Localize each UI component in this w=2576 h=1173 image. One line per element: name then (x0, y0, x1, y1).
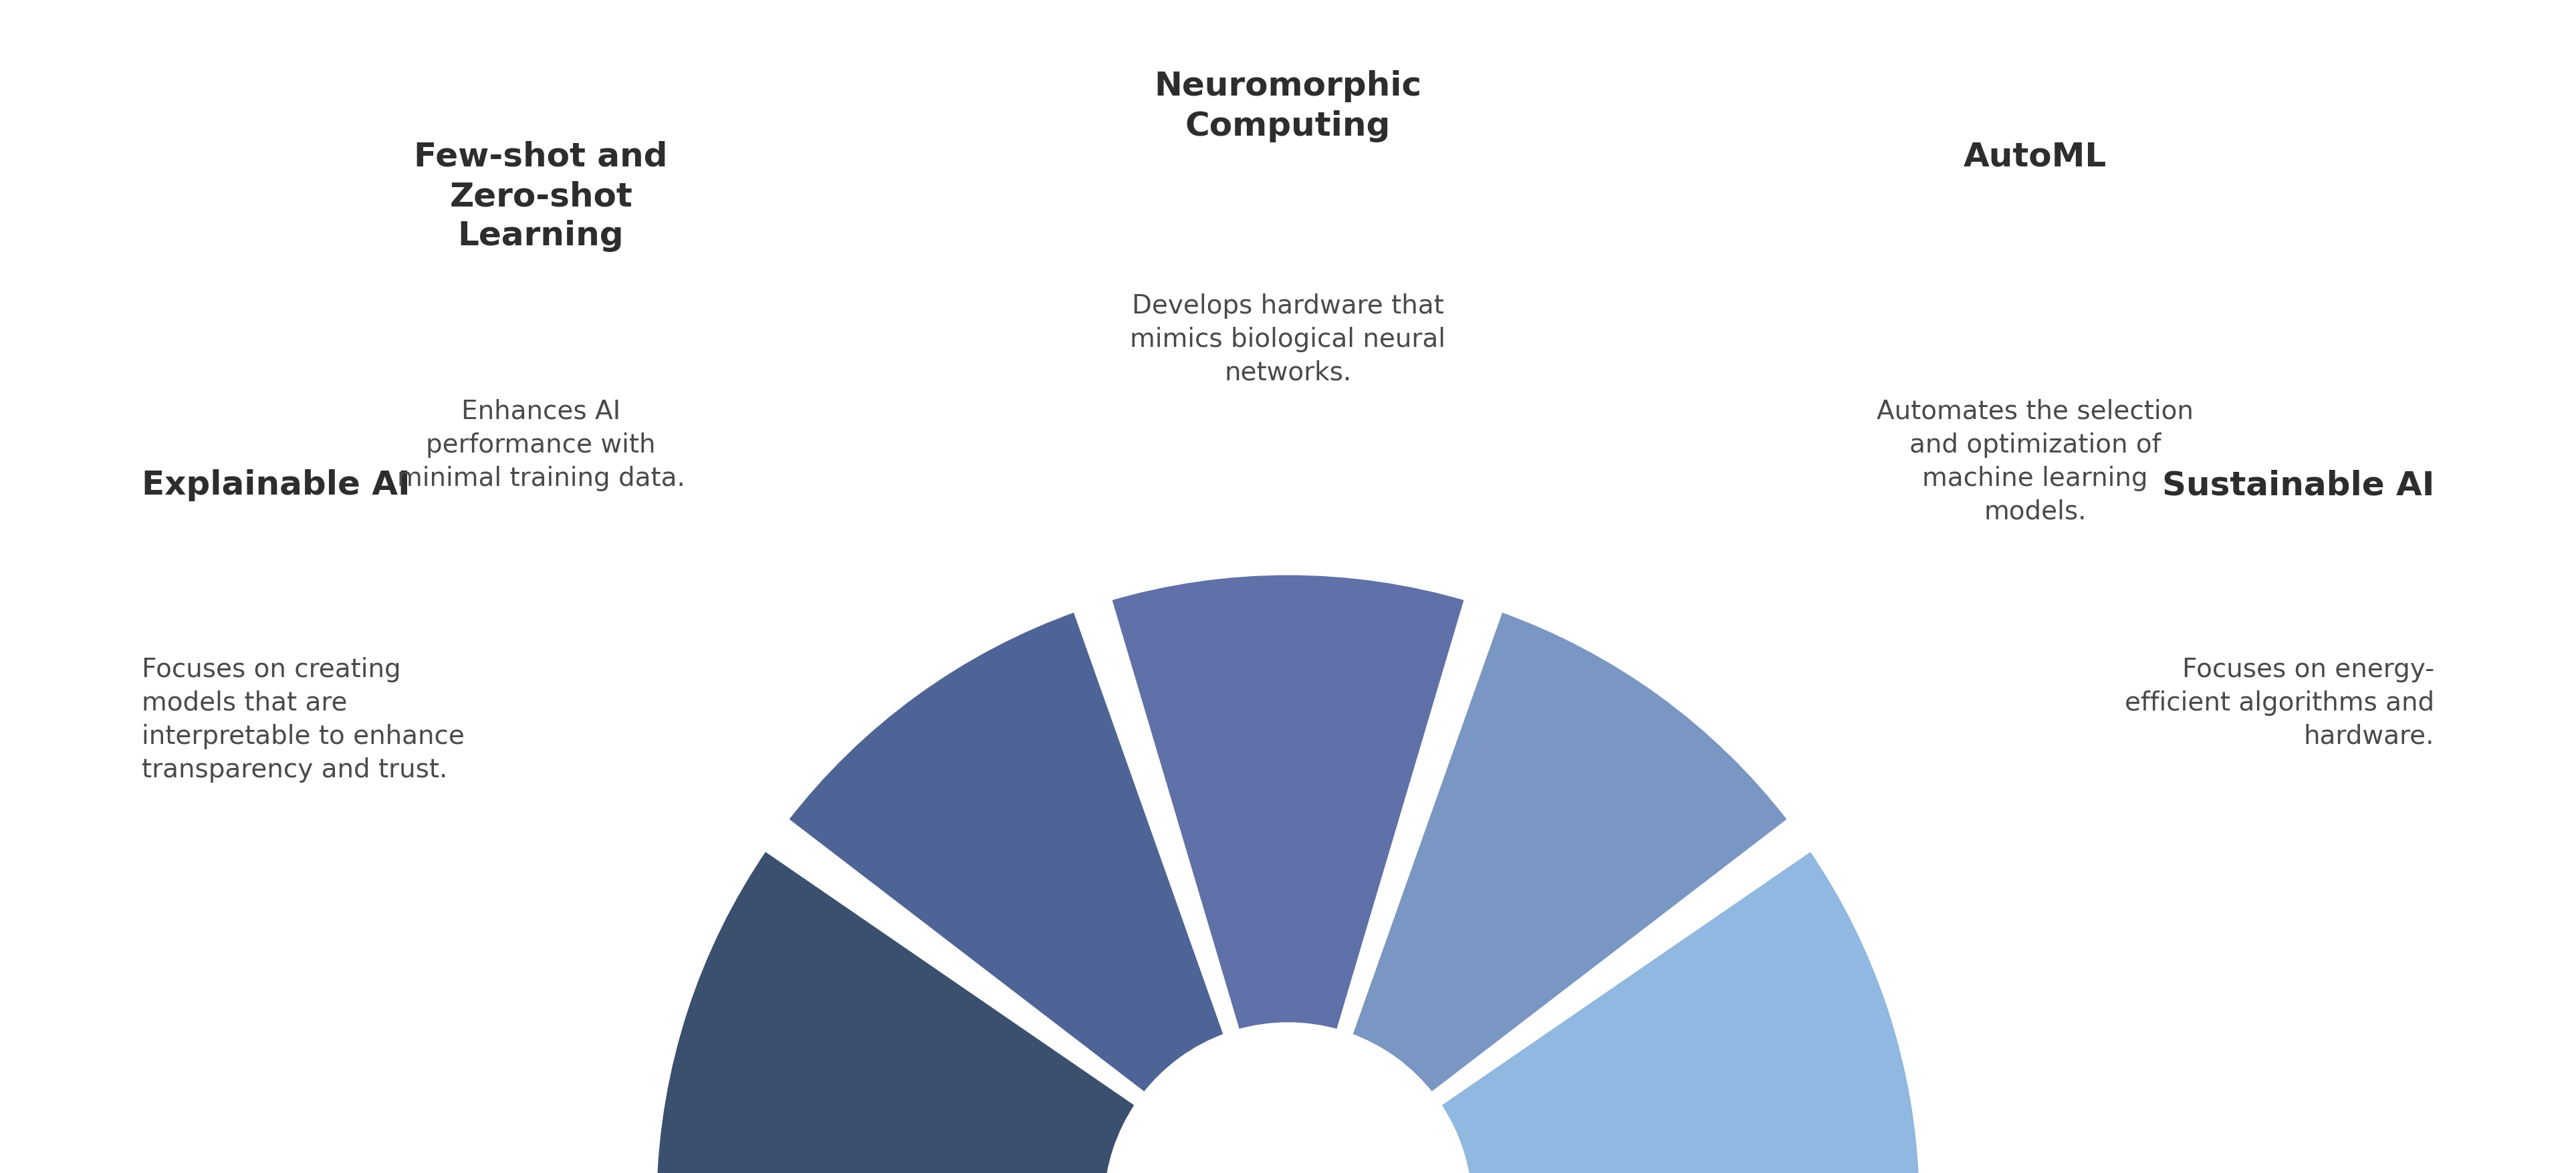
Wedge shape (1108, 571, 1468, 1033)
Text: Few-shot and
Zero-shot
Learning: Few-shot and Zero-shot Learning (415, 141, 667, 252)
Text: Neuromorphic
Computing: Neuromorphic Computing (1154, 70, 1422, 142)
Text: AutoML: AutoML (1963, 141, 2107, 172)
Wedge shape (1347, 608, 1793, 1097)
Text: Sustainable AI: Sustainable AI (2161, 469, 2434, 501)
Wedge shape (654, 847, 1139, 1173)
Text: Develops hardware that
mimics biological neural
networks.: Develops hardware that mimics biological… (1131, 293, 1445, 386)
Wedge shape (783, 608, 1229, 1097)
Text: Enhances AI
performance with
minimal training data.: Enhances AI performance with minimal tra… (397, 399, 685, 491)
Text: Explainable AI: Explainable AI (142, 469, 410, 501)
Wedge shape (1437, 847, 1922, 1173)
Text: Automates the selection
and optimization of
machine learning
models.: Automates the selection and optimization… (1878, 399, 2192, 524)
Text: Focuses on energy-
efficient algorithms and
hardware.: Focuses on energy- efficient algorithms … (2125, 657, 2434, 750)
Text: Focuses on creating
models that are
interpretable to enhance
transparency and tr: Focuses on creating models that are inte… (142, 657, 464, 782)
